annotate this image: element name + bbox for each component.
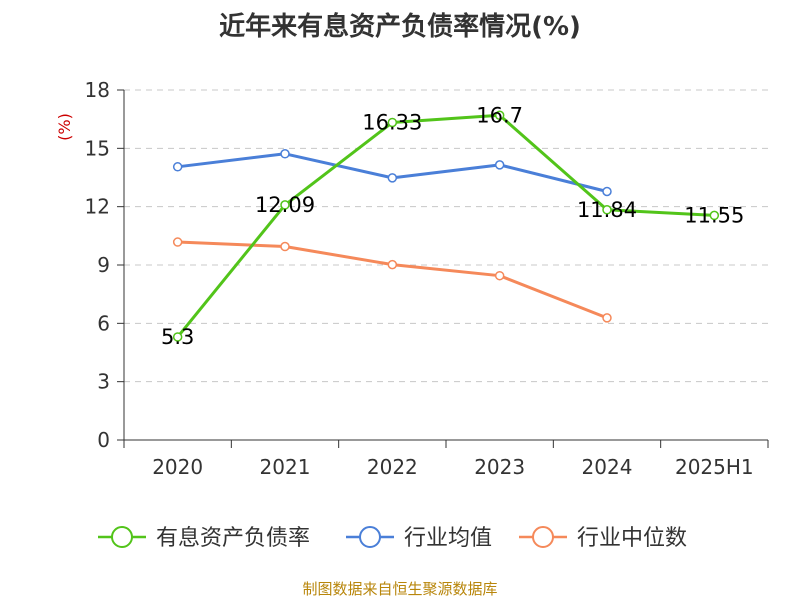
x-tick-label: 2024: [582, 455, 633, 479]
y-tick-label: 9: [97, 253, 110, 277]
y-tick-label: 15: [85, 136, 110, 160]
legend-marker: [359, 526, 381, 548]
data-point: [280, 200, 290, 210]
data-point: [387, 117, 398, 128]
series-line: [177, 152, 608, 193]
legend-label: 有息资产负债率: [156, 526, 310, 551]
series-line: [177, 240, 608, 320]
data-point: [602, 313, 612, 323]
data-label: 11.55: [684, 203, 744, 227]
data-point: [494, 160, 505, 170]
y-tick-label: 6: [97, 311, 110, 335]
y-tick-label: 18: [85, 78, 110, 102]
legend-label: 行业均值: [404, 526, 492, 551]
legend-marker: [111, 526, 133, 548]
series-line: [176, 113, 715, 338]
data-point: [387, 173, 398, 183]
x-tick-label: 2020: [152, 455, 203, 479]
x-tick-label: 2021: [260, 455, 311, 479]
data-point: [280, 241, 290, 252]
data-point: [494, 270, 505, 281]
data-source-note: 制图数据来自恒生聚源数据库: [302, 580, 498, 598]
data-point: [602, 186, 612, 197]
legend: 有息资产负债率 行业均值 行业中位数: [98, 526, 687, 551]
legend-marker: [532, 526, 554, 548]
data-label: 16.33: [362, 110, 422, 134]
y-tick-label: 0: [97, 428, 110, 452]
y-tick-label: 12: [85, 195, 110, 219]
data-point: [709, 210, 720, 221]
data-label: 12.09: [255, 193, 315, 217]
data-point: [602, 205, 612, 215]
chart-title: 近年来有息资产负债率情况(%): [219, 12, 581, 42]
data-point: [172, 162, 183, 172]
series-group: 5.3 12.09 16.33 16.7 11.84 11.55: [161, 103, 744, 349]
x-tick-label: 2022: [367, 455, 418, 479]
data-point: [172, 237, 183, 247]
axes: 0 3 6 9 12 15 18 2020 2021 2022 2023 2024 2025H1: [85, 78, 769, 479]
data-label: 11.84: [577, 198, 637, 222]
data-point: [172, 332, 183, 342]
grid-lines: [124, 89, 768, 383]
y-tick-label: 3: [97, 370, 110, 394]
data-point: [494, 110, 505, 121]
data-label: 16.7: [476, 103, 523, 127]
data-label: 5.3: [161, 325, 194, 349]
x-tick-label: 2025H1: [675, 455, 754, 479]
legend-label: 行业中位数: [577, 526, 687, 551]
data-point: [280, 149, 290, 159]
y-axis-label: (%): [55, 113, 74, 141]
data-point: [387, 259, 398, 270]
x-tick-label: 2023: [474, 455, 525, 479]
